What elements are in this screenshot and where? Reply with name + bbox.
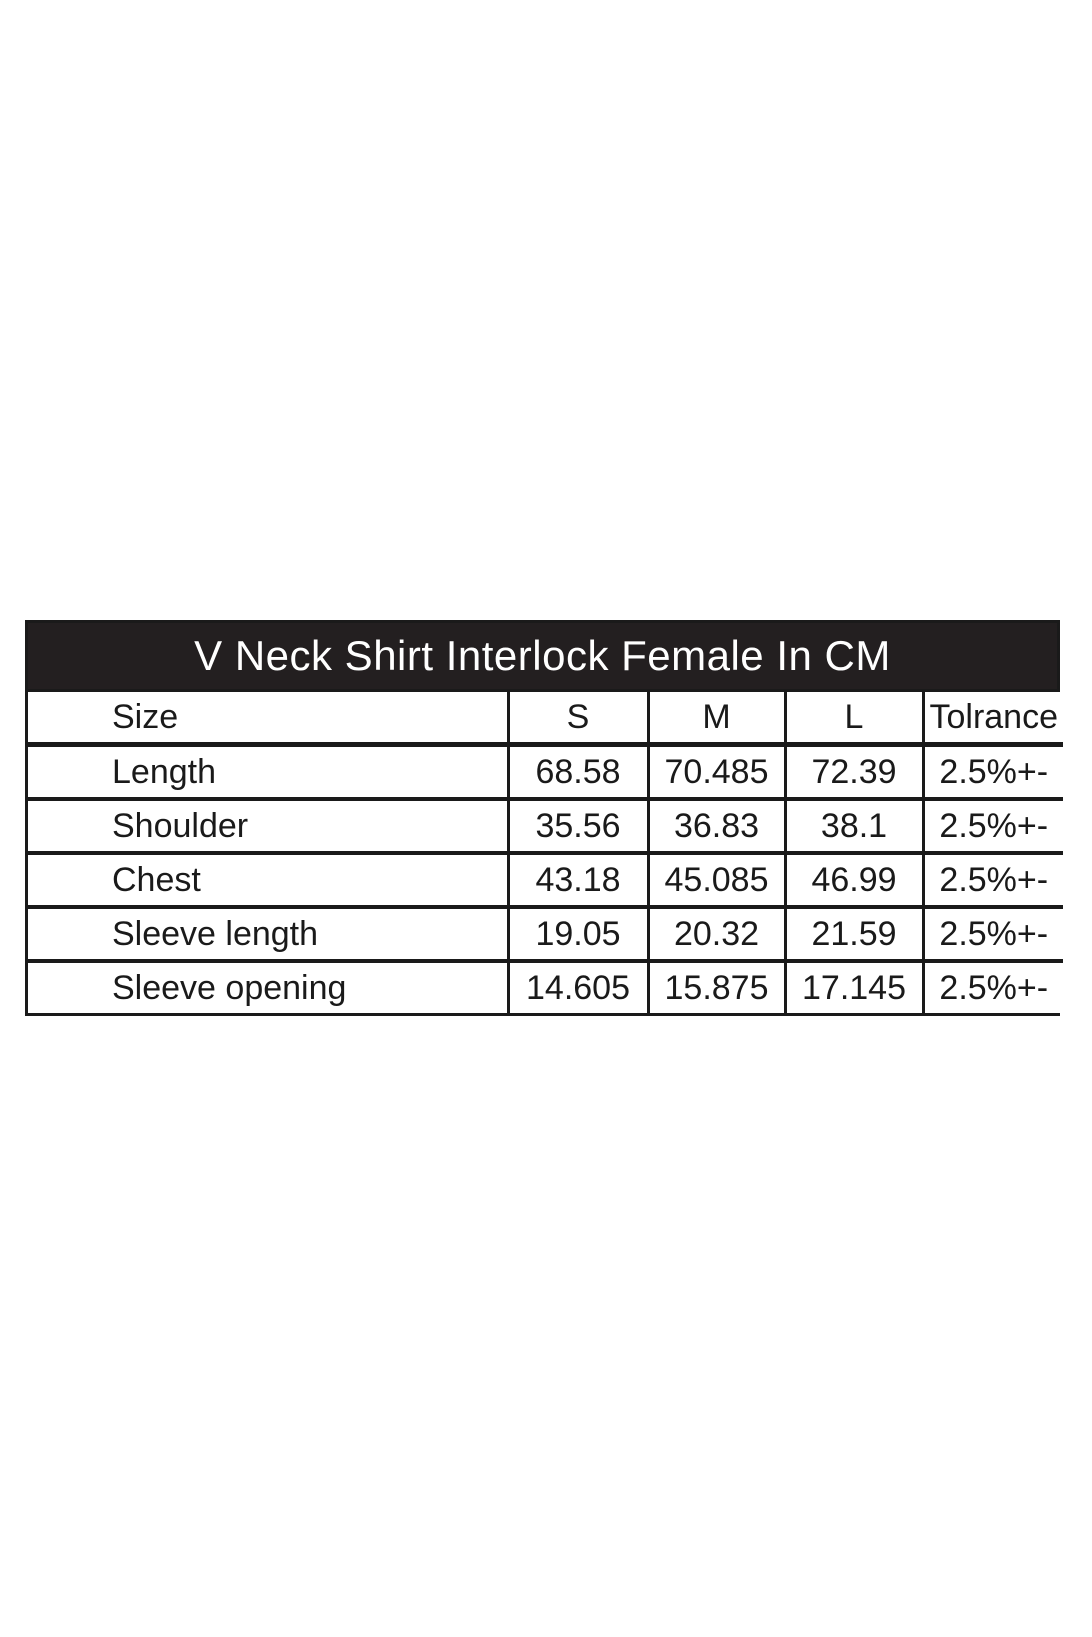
row-label: Sleeve length <box>28 905 510 963</box>
row-label: Sleeve opening <box>28 959 510 1013</box>
col-header-tolerance: Tolrance <box>921 692 1063 747</box>
cell-value: 2.5%+- <box>921 959 1063 1013</box>
cell-value: 70.485 <box>646 742 787 801</box>
cell-value: 35.56 <box>506 797 650 855</box>
cell-value: 43.18 <box>506 851 650 909</box>
row-label: Shoulder <box>28 797 510 855</box>
cell-value: 45.085 <box>646 851 787 909</box>
cell-value: 2.5%+- <box>921 851 1063 909</box>
cell-value: 15.875 <box>646 959 787 1013</box>
cell-value: 17.145 <box>783 959 925 1013</box>
cell-value: 20.32 <box>646 905 787 963</box>
cell-value: 2.5%+- <box>921 742 1063 801</box>
cell-value: 72.39 <box>783 742 925 801</box>
row-label: Length <box>28 742 510 801</box>
cell-value: 36.83 <box>646 797 787 855</box>
cell-value: 19.05 <box>506 905 650 963</box>
size-chart-table: Size S M L Tolrance Length 68.58 70.485 … <box>28 692 1063 1013</box>
size-chart-title: V Neck Shirt Interlock Female In CM <box>28 623 1057 692</box>
size-chart: V Neck Shirt Interlock Female In CM Size… <box>25 620 1063 1016</box>
table-row-length: Length 68.58 70.485 72.39 2.5%+- <box>28 742 1063 801</box>
cell-value: 2.5%+- <box>921 797 1063 855</box>
cell-value: 68.58 <box>506 742 650 801</box>
table-row-sleeve-length: Sleeve length 19.05 20.32 21.59 2.5%+- <box>28 905 1063 963</box>
table-row-chest: Chest 43.18 45.085 46.99 2.5%+- <box>28 851 1063 909</box>
table-row-sleeve-opening: Sleeve opening 14.605 15.875 17.145 2.5%… <box>28 959 1063 1013</box>
col-header-l: L <box>783 692 925 747</box>
row-label: Chest <box>28 851 510 909</box>
column-header-row: Size S M L Tolrance <box>28 692 1063 747</box>
cell-value: 14.605 <box>506 959 650 1013</box>
cell-value: 21.59 <box>783 905 925 963</box>
col-header-size: Size <box>28 692 510 747</box>
col-header-s: S <box>506 692 650 747</box>
table-row-shoulder: Shoulder 35.56 36.83 38.1 2.5%+- <box>28 797 1063 855</box>
col-header-m: M <box>646 692 787 747</box>
cell-value: 38.1 <box>783 797 925 855</box>
cell-value: 46.99 <box>783 851 925 909</box>
cell-value: 2.5%+- <box>921 905 1063 963</box>
